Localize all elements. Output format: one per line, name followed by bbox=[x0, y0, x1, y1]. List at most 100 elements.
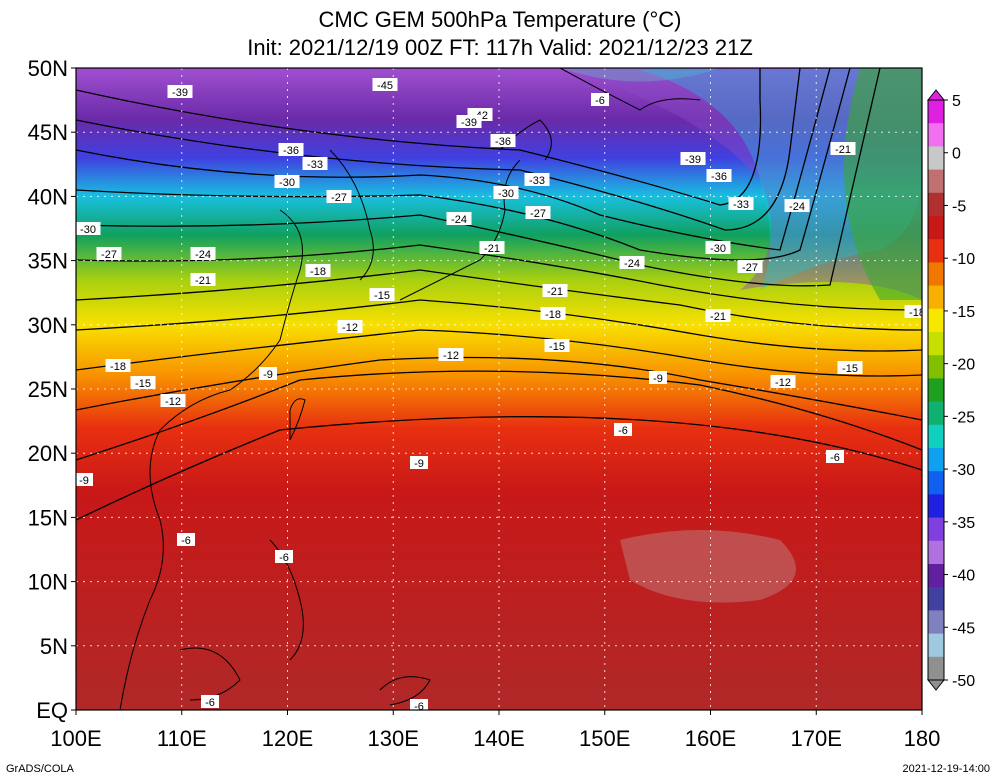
coastline bbox=[559, 68, 701, 111]
contour-label: -18 bbox=[310, 266, 326, 278]
contour-label-box bbox=[337, 320, 363, 333]
lon-tick-label: 170E bbox=[791, 726, 842, 751]
contour-label: -36 bbox=[283, 145, 299, 157]
contour-label-box bbox=[680, 152, 706, 165]
contour-label-box bbox=[544, 339, 570, 352]
contour-label: -21 bbox=[484, 243, 500, 255]
footer-timestamp: 2021-12-19-14:00 bbox=[902, 763, 990, 775]
contour-label-box bbox=[130, 376, 156, 389]
isotherm bbox=[76, 299, 922, 352]
colorbar-swatch bbox=[928, 239, 944, 263]
contour-label-box bbox=[770, 375, 796, 388]
colorbar-label: 5 bbox=[952, 93, 961, 110]
contour-label-box bbox=[830, 142, 856, 155]
colorbar-swatch bbox=[928, 378, 944, 403]
contour-label-box bbox=[177, 533, 195, 546]
contour-label-box bbox=[706, 169, 732, 182]
colorbar-swatch bbox=[928, 633, 944, 658]
contour-label: -15 bbox=[842, 363, 858, 375]
cold-core bbox=[560, 68, 720, 82]
contour-label: -30 bbox=[80, 224, 96, 236]
colorbar-label: -20 bbox=[952, 357, 975, 374]
contour-label: -36 bbox=[495, 136, 511, 148]
contour-label: -24 bbox=[624, 258, 640, 270]
contour-label-box bbox=[190, 273, 216, 286]
lat-tick-label: 20N bbox=[28, 441, 68, 466]
isotherm bbox=[76, 68, 762, 206]
lon-tick-label: 100E bbox=[50, 726, 101, 751]
isotherm bbox=[76, 329, 922, 377]
contour-label: -27 bbox=[331, 192, 347, 204]
contour-label-box bbox=[96, 247, 122, 260]
contour-label-box bbox=[524, 173, 550, 186]
contour-label-box bbox=[456, 115, 482, 128]
map-subtitle: Init: 2021/12/19 00Z FT: 117h Valid: 202… bbox=[247, 35, 753, 60]
contour-label-box bbox=[784, 199, 810, 212]
contour-label: -21 bbox=[547, 286, 563, 298]
contour-label: -15 bbox=[135, 378, 151, 390]
isotherm bbox=[76, 269, 922, 331]
contour-label: -18 bbox=[909, 307, 925, 319]
isotherm bbox=[76, 416, 922, 521]
lon-tick-label: 140E bbox=[473, 726, 524, 751]
lon-tick-label: 110E bbox=[157, 726, 207, 751]
contour-label: -6 bbox=[414, 701, 424, 713]
map-title: CMC GEM 500hPa Temperature (°C) bbox=[318, 7, 682, 32]
isotherm bbox=[76, 356, 922, 421]
lon-tick-label: 150E bbox=[579, 726, 630, 751]
lat-tick-label: 50N bbox=[28, 56, 68, 81]
colorbar-swatch bbox=[928, 355, 944, 379]
contour-label: -33 bbox=[529, 175, 545, 187]
contour-label: -36 bbox=[711, 171, 727, 183]
colorbar-label: -40 bbox=[952, 568, 975, 585]
colorbar-swatch bbox=[928, 192, 944, 217]
contour-label-box bbox=[76, 473, 93, 486]
warm-ridge bbox=[844, 68, 922, 300]
isotherm bbox=[76, 68, 851, 261]
colorbar-swatch bbox=[928, 100, 944, 124]
contour-label: -6 bbox=[830, 452, 840, 464]
contour-label-box bbox=[76, 222, 101, 235]
contour-label-box bbox=[837, 361, 863, 374]
contour-label: -12 bbox=[165, 396, 181, 408]
contour-label-box bbox=[728, 197, 754, 210]
contour-label: -18 bbox=[110, 361, 126, 373]
colorbar-label: -45 bbox=[952, 620, 975, 637]
contour-label-box bbox=[410, 699, 428, 710]
contour-label-box bbox=[826, 450, 844, 463]
lat-tick-label: 35N bbox=[28, 249, 68, 274]
colorbar-label: -25 bbox=[952, 409, 975, 426]
contour-label-box bbox=[904, 305, 922, 318]
colorbar-top-arrow bbox=[926, 89, 946, 101]
plot-area: -45-42-39-39-39-36-36-36-33-33-33-30-30-… bbox=[76, 68, 925, 713]
contour-label: -12 bbox=[443, 350, 459, 362]
contour-label-box bbox=[525, 206, 551, 219]
colorbar-swatch bbox=[928, 332, 944, 356]
coastline bbox=[379, 676, 431, 706]
contour-label-box bbox=[274, 175, 300, 188]
colorbar: 5 0 -5 -10 -15 -20 -25 -30 -35 -40 -45 -50 bbox=[926, 89, 975, 691]
contour-label: -39 bbox=[685, 154, 701, 166]
colorbar-swatch bbox=[928, 587, 944, 611]
contour-label: -21 bbox=[195, 275, 211, 287]
contour-label: -27 bbox=[101, 249, 117, 261]
contour-label-box bbox=[479, 241, 505, 254]
contour-label-box bbox=[446, 212, 472, 225]
lat-tick-label: 10N bbox=[28, 570, 68, 595]
contour-label: -21 bbox=[835, 144, 851, 156]
contour-label-box bbox=[705, 241, 731, 254]
colorbar-swatch bbox=[928, 517, 944, 542]
colorbar-swatch bbox=[928, 610, 944, 635]
contour-label: -24 bbox=[789, 201, 805, 213]
lon-tick-label: 160E bbox=[685, 726, 736, 751]
contour-label-box bbox=[493, 186, 519, 199]
lat-axis: 50N 45N 40N 35N 30N 25N 20N 15N 10N 5N EQ bbox=[28, 56, 76, 723]
colorbar-label: -5 bbox=[952, 198, 966, 215]
colorbar-swatch bbox=[928, 564, 944, 588]
contour-label: -6 bbox=[181, 535, 191, 547]
contour-label: -27 bbox=[742, 262, 758, 274]
coastline bbox=[289, 398, 306, 441]
colorbar-label: -50 bbox=[952, 673, 975, 690]
contour-label-box bbox=[438, 348, 464, 361]
contour-label: -9 bbox=[263, 369, 273, 381]
